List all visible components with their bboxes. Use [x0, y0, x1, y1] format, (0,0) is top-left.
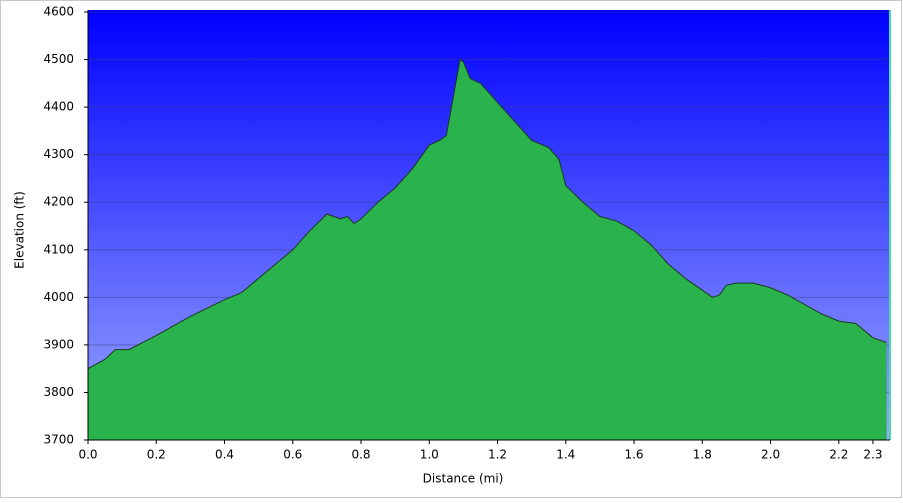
- elevation-line: [87, 58, 887, 370]
- y-tick-label: 3900: [43, 337, 74, 351]
- x-tick-label: 2.3: [863, 448, 882, 462]
- y-tick-label: 4400: [43, 100, 74, 114]
- x-tick-label: 1.0: [420, 448, 439, 462]
- x-tick-label: 1.8: [693, 448, 712, 462]
- x-tick-label: 2.2: [829, 448, 848, 462]
- y-tick-label: 4500: [43, 52, 74, 66]
- y-tick-label: 4300: [43, 147, 74, 161]
- y-tick-label: 3700: [43, 433, 74, 447]
- x-tick-label: 0.8: [351, 448, 370, 462]
- y-tick-label: 4000: [43, 290, 74, 304]
- y-tick-label: 4200: [43, 195, 74, 209]
- x-tick-label: 1.2: [488, 448, 507, 462]
- x-tick-label: 0.2: [147, 448, 166, 462]
- y-tick-label: 4100: [43, 242, 74, 256]
- elevation-area: [88, 59, 887, 440]
- y-tick-label: 4600: [43, 5, 74, 19]
- x-tick-label: 2.0: [761, 448, 780, 462]
- x-tick-label: 0.0: [78, 448, 97, 462]
- x-tick-label: 1.4: [556, 448, 575, 462]
- y-axis-title: Elevation (ft): [13, 191, 27, 269]
- x-tick-label: 1.6: [624, 448, 643, 462]
- x-tick-label: 0.6: [283, 448, 302, 462]
- x-tick-label: 0.4: [215, 448, 234, 462]
- x-axis-title: Distance (mi): [423, 472, 504, 486]
- y-tick-label: 3800: [43, 385, 74, 399]
